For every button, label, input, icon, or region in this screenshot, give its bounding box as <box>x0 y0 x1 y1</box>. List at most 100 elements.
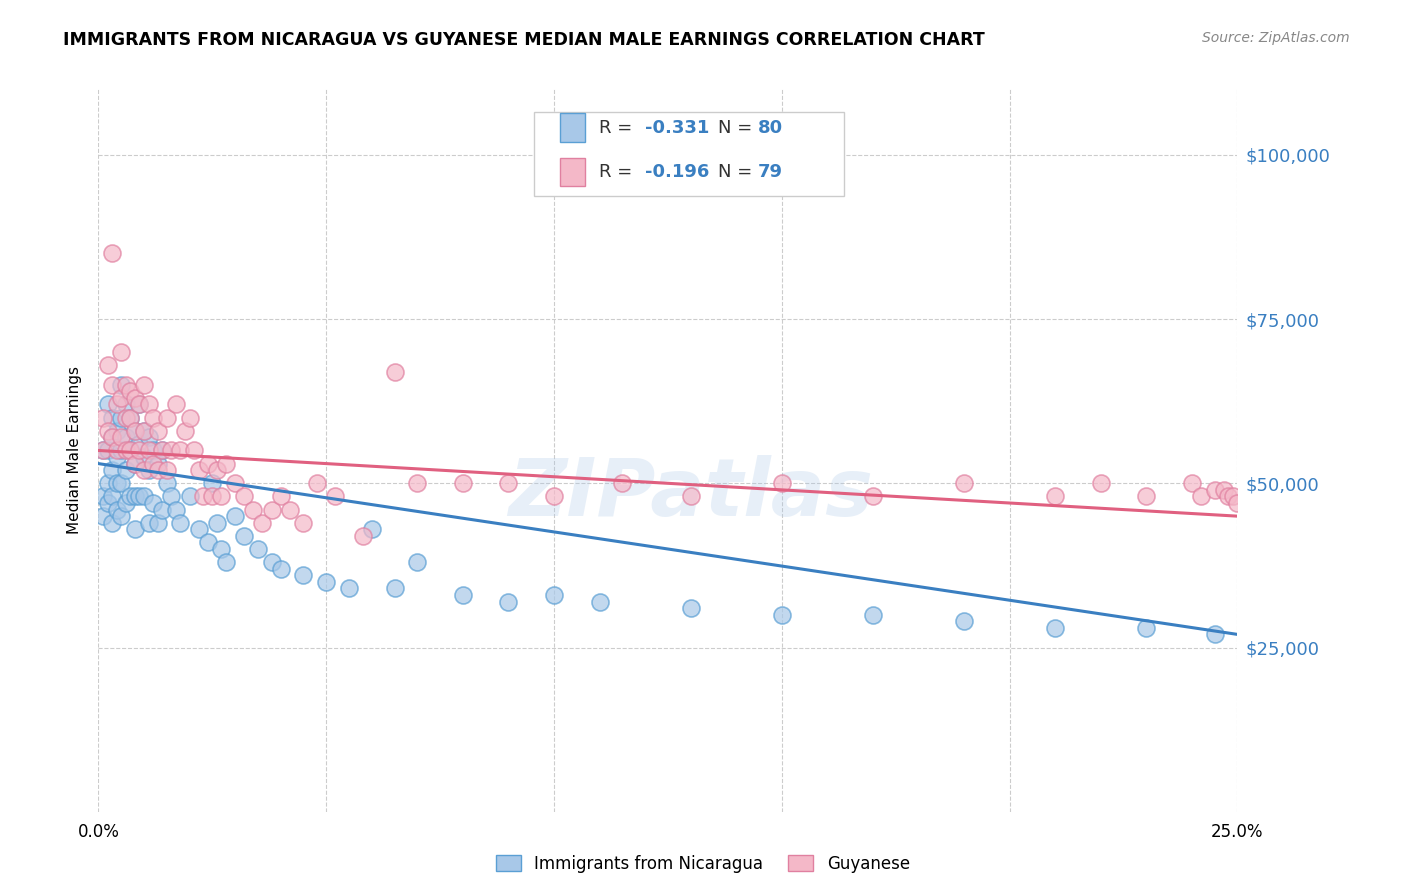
Point <box>101 490 124 504</box>
Point <box>307 476 329 491</box>
Point <box>142 443 165 458</box>
Text: 79: 79 <box>758 163 783 181</box>
Point <box>132 424 155 438</box>
Point <box>124 522 146 536</box>
Point <box>160 443 183 458</box>
Point <box>270 490 292 504</box>
Point <box>278 502 301 516</box>
Point <box>128 437 150 451</box>
Point <box>146 424 169 438</box>
Point <box>138 463 160 477</box>
Point <box>124 490 146 504</box>
Point <box>110 391 132 405</box>
Point <box>110 443 132 458</box>
Point <box>120 410 142 425</box>
Point <box>165 397 187 411</box>
Point <box>1212 483 1234 497</box>
Point <box>679 490 702 504</box>
Point <box>612 476 634 491</box>
Point <box>315 574 337 589</box>
Point <box>543 490 565 504</box>
Point <box>205 463 228 477</box>
Point <box>120 443 142 458</box>
Point <box>1043 490 1066 504</box>
Text: R =: R = <box>599 163 638 181</box>
Point <box>292 516 315 530</box>
Point <box>114 397 136 411</box>
Point <box>406 476 429 491</box>
Point <box>105 450 128 464</box>
Point <box>142 496 165 510</box>
Point <box>588 594 610 608</box>
Point <box>91 410 114 425</box>
Point <box>91 509 114 524</box>
Point <box>101 463 124 477</box>
Point <box>862 490 884 504</box>
Point <box>215 457 238 471</box>
Point <box>292 568 315 582</box>
Point <box>179 410 201 425</box>
Point <box>96 424 118 438</box>
Point <box>150 443 173 458</box>
Point <box>193 490 215 504</box>
Point <box>96 443 118 458</box>
Point <box>101 410 124 425</box>
Point <box>1043 621 1066 635</box>
Point <box>142 410 165 425</box>
Point <box>174 424 197 438</box>
Point <box>1218 490 1240 504</box>
Point <box>498 594 520 608</box>
Point <box>96 476 118 491</box>
Point <box>679 601 702 615</box>
Text: 80: 80 <box>758 119 783 136</box>
Point <box>337 582 360 596</box>
Point <box>201 490 224 504</box>
Point <box>406 555 429 569</box>
Point <box>1222 490 1244 504</box>
Point <box>179 490 201 504</box>
Point <box>101 377 124 392</box>
Point <box>150 443 173 458</box>
Point <box>233 529 256 543</box>
Text: -0.196: -0.196 <box>645 163 710 181</box>
Point <box>224 476 246 491</box>
Point <box>252 516 274 530</box>
Point <box>120 384 142 399</box>
Point <box>138 430 160 444</box>
Text: N =: N = <box>718 163 758 181</box>
Point <box>110 410 132 425</box>
Point <box>114 443 136 458</box>
Point <box>1135 621 1157 635</box>
Point <box>770 476 793 491</box>
Point <box>187 522 209 536</box>
Point <box>187 463 209 477</box>
Point <box>114 496 136 510</box>
Point <box>101 516 124 530</box>
Point <box>1135 490 1157 504</box>
Point <box>197 535 219 549</box>
Y-axis label: Median Male Earnings: Median Male Earnings <box>67 367 83 534</box>
Point <box>1204 483 1226 497</box>
Text: -0.331: -0.331 <box>645 119 710 136</box>
Point <box>146 457 169 471</box>
Point <box>197 457 219 471</box>
Point <box>110 509 132 524</box>
Point <box>120 443 142 458</box>
Point <box>110 476 132 491</box>
Point <box>770 607 793 622</box>
Point <box>146 463 169 477</box>
Point <box>246 541 269 556</box>
Point <box>105 443 128 458</box>
Point <box>114 430 136 444</box>
Point <box>451 588 474 602</box>
Point <box>953 476 976 491</box>
Point <box>114 410 136 425</box>
Point <box>105 476 128 491</box>
Point <box>124 457 146 471</box>
Point <box>91 443 114 458</box>
Point <box>384 582 406 596</box>
Point <box>209 490 232 504</box>
Text: IMMIGRANTS FROM NICARAGUA VS GUYANESE MEDIAN MALE EARNINGS CORRELATION CHART: IMMIGRANTS FROM NICARAGUA VS GUYANESE ME… <box>63 31 986 49</box>
Point <box>260 502 283 516</box>
Point <box>132 424 155 438</box>
